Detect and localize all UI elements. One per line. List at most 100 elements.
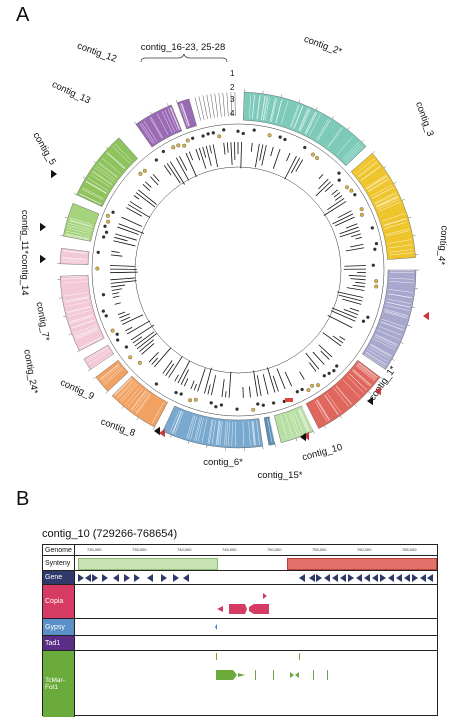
track-4-bar — [110, 278, 134, 280]
tcmar-element — [273, 670, 274, 680]
scale-tick — [167, 103, 168, 106]
row-label-synteny: Synteny — [43, 556, 75, 570]
track-3-dot — [217, 134, 221, 138]
track-3-dot — [112, 211, 115, 214]
track-4-bar — [111, 255, 122, 256]
track-3-dot — [350, 189, 354, 193]
track-3-dot — [307, 388, 311, 392]
track-3-dot — [139, 172, 143, 176]
gene-arrow — [102, 574, 108, 582]
track-number: 2 — [230, 83, 235, 92]
genome-tick-label: 750,000 — [267, 547, 281, 552]
track-4-bar — [208, 385, 210, 395]
track-3-dot — [242, 132, 245, 135]
copia-glyphs — [75, 585, 437, 619]
track-4-bar — [179, 156, 186, 170]
track-4-bar — [355, 237, 361, 239]
scale-tick — [355, 404, 357, 406]
gene-arrow — [147, 574, 153, 582]
tad1-track — [75, 636, 437, 650]
track-3-dot — [202, 135, 205, 138]
track-4-bar — [285, 372, 292, 386]
track-4-bar — [340, 230, 360, 236]
track-4-bar — [175, 375, 179, 382]
gene-arrow — [348, 574, 354, 582]
small-contig-bar — [203, 96, 208, 120]
small-contig-bar — [223, 93, 225, 117]
track-4-bar — [115, 234, 137, 240]
scale-tick — [137, 418, 139, 420]
scale-tick — [332, 117, 334, 120]
scale-tick — [88, 370, 90, 372]
row-label-copia: Copia — [43, 585, 75, 618]
track-4-bar — [134, 195, 139, 199]
arrowhead-marker — [51, 170, 57, 179]
track-3-dot — [310, 384, 314, 388]
track-3-dot — [256, 403, 259, 406]
track-3-dot — [212, 131, 215, 134]
track-4-bar — [111, 285, 125, 287]
track-3-dot — [128, 355, 132, 359]
track-3-dot — [143, 169, 147, 173]
track-number: 4 — [230, 109, 235, 118]
track-number: 3 — [230, 95, 235, 104]
synteny-block-red — [287, 558, 437, 570]
scale-tick — [362, 140, 364, 142]
scale-tick — [65, 217, 68, 218]
contig-segment — [84, 345, 114, 370]
scale-tick — [407, 325, 410, 326]
track-4-bar — [211, 375, 215, 395]
track-3-dot — [180, 393, 183, 396]
track-3-dot — [155, 159, 158, 162]
track-3-dot — [373, 248, 376, 251]
arrowhead-marker — [40, 223, 46, 232]
track-4-bar — [117, 227, 138, 234]
track-3-dot — [162, 150, 165, 153]
gypsy-track — [75, 619, 437, 635]
track-3-dot — [303, 146, 306, 149]
track-3-dot — [97, 251, 100, 254]
track-3-dot — [106, 214, 110, 218]
scale-tick — [275, 444, 276, 447]
track-4-bar — [291, 158, 299, 173]
track-3-dot — [105, 231, 108, 234]
scale-tick — [106, 147, 108, 149]
track-4-bar — [213, 144, 217, 167]
track-3-dot — [138, 361, 142, 365]
track-3-dot — [116, 333, 119, 336]
track-4-bar — [112, 289, 122, 291]
scale-tick — [296, 438, 297, 441]
tcmar-element — [255, 670, 256, 680]
gene-arrow — [309, 574, 315, 582]
genome-tick-label: 730,000 — [87, 547, 101, 552]
track-4-bar — [196, 149, 200, 160]
track-4-bar — [338, 211, 351, 218]
tcmar-element — [216, 653, 217, 660]
copia-element — [229, 604, 247, 614]
track-4-bar — [222, 379, 224, 397]
track-4-bar — [319, 174, 323, 179]
track-3-dot — [353, 193, 356, 196]
track-4-bar — [287, 153, 291, 161]
tcmar-glyphs — [75, 651, 437, 717]
track-3-dot — [207, 132, 210, 135]
tcmar-element — [313, 670, 314, 680]
scale-tick — [83, 177, 86, 179]
track-4-bar — [118, 312, 125, 315]
track-3-dot — [102, 235, 105, 238]
scale-tick — [384, 166, 386, 168]
arrowhead-marker — [423, 312, 429, 321]
gypsy-element — [215, 624, 217, 630]
track-3-dot — [103, 225, 106, 228]
gene-arrow — [173, 574, 179, 582]
track-4-bar — [150, 177, 158, 185]
small-contig-bar — [219, 93, 222, 117]
track-3-dot — [220, 404, 223, 407]
gene-arrow — [299, 574, 305, 582]
track-4-bar — [210, 145, 212, 153]
track-4-bar — [121, 217, 141, 226]
tcmar-element — [299, 653, 300, 660]
track-4-bar — [110, 266, 135, 267]
track-3-dot — [374, 285, 378, 289]
track-4-bar — [119, 314, 129, 318]
